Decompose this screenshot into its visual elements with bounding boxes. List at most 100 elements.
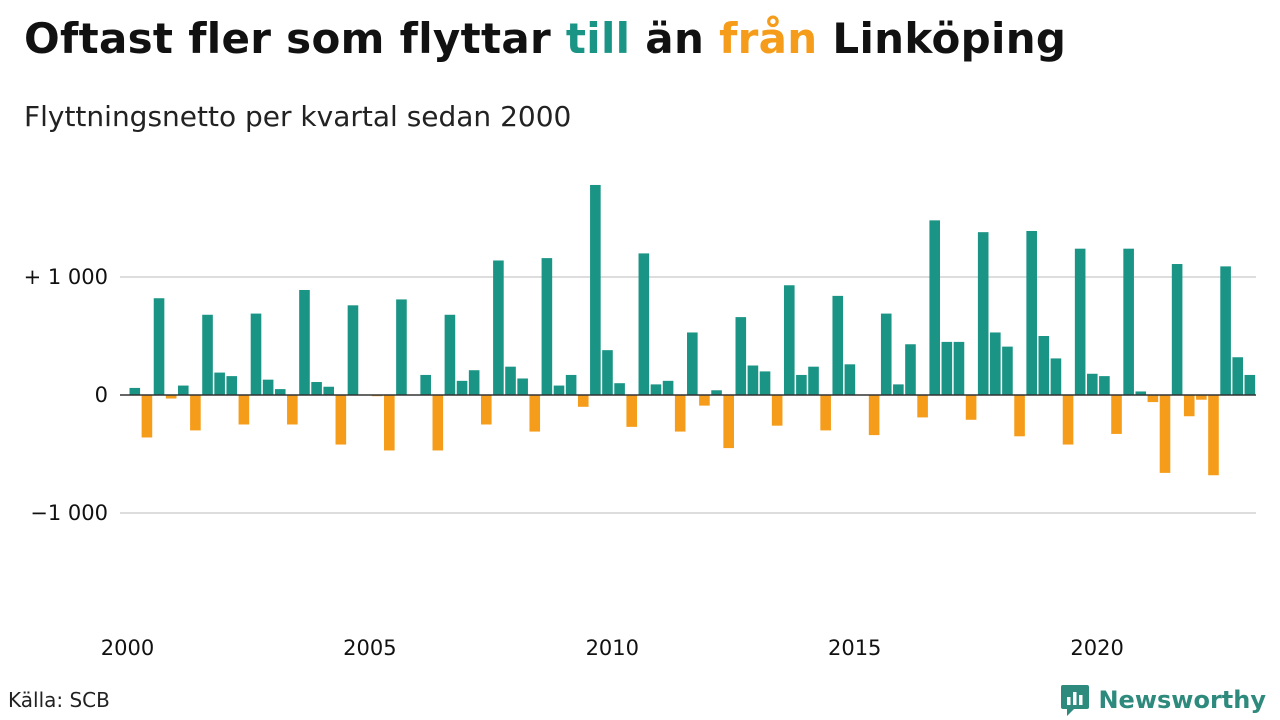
x-tick-label: 2015 [828, 636, 881, 660]
bar [226, 376, 238, 395]
bar [1183, 395, 1195, 417]
bar [590, 184, 601, 395]
bar [711, 390, 722, 395]
bar [480, 395, 492, 425]
bar [1171, 264, 1183, 395]
bar [165, 395, 177, 399]
bar [941, 341, 953, 395]
bar [396, 299, 407, 395]
bar [1208, 395, 1219, 476]
bar [577, 395, 589, 407]
bar [517, 378, 528, 395]
bar [820, 395, 831, 431]
brand-name: Newsworthy [1098, 686, 1266, 714]
title-part-1: Oftast fler som flyttar [24, 14, 566, 63]
bar [129, 387, 141, 395]
bar [541, 258, 553, 395]
bar [953, 341, 965, 395]
bar [553, 385, 565, 395]
brand-logo[interactable]: Newsworthy [1060, 680, 1266, 720]
bar [335, 395, 347, 445]
bar [965, 395, 977, 420]
chart-subtitle: Flyttningsnetto per kvartal sedan 2000 [24, 100, 572, 133]
bar [796, 374, 807, 395]
bar [614, 383, 625, 395]
bar [250, 313, 262, 395]
bar [1244, 374, 1256, 395]
bar [141, 395, 153, 438]
y-tick-label: + 1 000 [24, 265, 108, 289]
title-highlight-fran: från [719, 14, 818, 63]
bar [565, 374, 577, 395]
bar [832, 295, 844, 395]
title-part-2: än [630, 14, 720, 63]
bar [990, 332, 1001, 395]
bar [190, 395, 201, 431]
bar [493, 260, 504, 395]
bar [1196, 395, 1207, 400]
bar [153, 298, 165, 395]
bar [274, 389, 286, 395]
bar [456, 380, 468, 395]
bar [1099, 376, 1110, 395]
bar [868, 395, 880, 436]
source-note: Källa: SCB [8, 688, 110, 712]
bar [287, 395, 298, 425]
bar [917, 395, 928, 418]
bar [420, 374, 431, 395]
bar [880, 313, 892, 395]
bar [1062, 395, 1074, 445]
bar [977, 232, 989, 395]
title-highlight-till: till [565, 14, 631, 63]
bar [602, 350, 613, 395]
x-tick-label: 2005 [343, 636, 396, 660]
x-tick-label: 2020 [1070, 636, 1123, 660]
title-part-3: Linköping [817, 14, 1067, 63]
bar [1135, 391, 1147, 395]
bar [468, 370, 480, 395]
bar [202, 314, 213, 395]
bar [1026, 230, 1037, 395]
bar [1074, 248, 1086, 395]
bar [1123, 248, 1134, 395]
bar [783, 285, 795, 395]
bar [1086, 373, 1098, 395]
bar [905, 344, 916, 395]
bar [1002, 346, 1013, 395]
y-tick-label: 0 [95, 383, 108, 407]
bar [626, 395, 638, 427]
bar [929, 220, 941, 395]
bar [687, 332, 698, 395]
bar [723, 395, 734, 449]
bar [529, 395, 541, 432]
bar [1014, 395, 1025, 437]
bar [1232, 357, 1244, 395]
bar [384, 395, 395, 451]
bar [699, 395, 710, 406]
bar [844, 364, 856, 395]
bar [323, 386, 335, 395]
x-tick-label: 2010 [586, 636, 639, 660]
bar [444, 314, 456, 395]
newsworthy-logo-icon [1061, 685, 1090, 716]
bar [1147, 395, 1159, 403]
bar [505, 366, 516, 395]
bar [650, 384, 662, 395]
y-tick-label: −1 000 [30, 501, 108, 525]
bar [759, 371, 771, 395]
bar [771, 395, 783, 426]
bar [662, 380, 674, 395]
bar [893, 384, 904, 395]
bar [638, 253, 650, 395]
bar [735, 317, 747, 395]
bar [1159, 395, 1171, 473]
bar [1111, 395, 1122, 434]
bar [238, 395, 250, 425]
bar [311, 382, 322, 395]
x-tick-label: 2000 [101, 636, 154, 660]
bar [1050, 358, 1062, 395]
bar [214, 372, 225, 395]
bar [808, 366, 819, 395]
bar [299, 289, 310, 395]
